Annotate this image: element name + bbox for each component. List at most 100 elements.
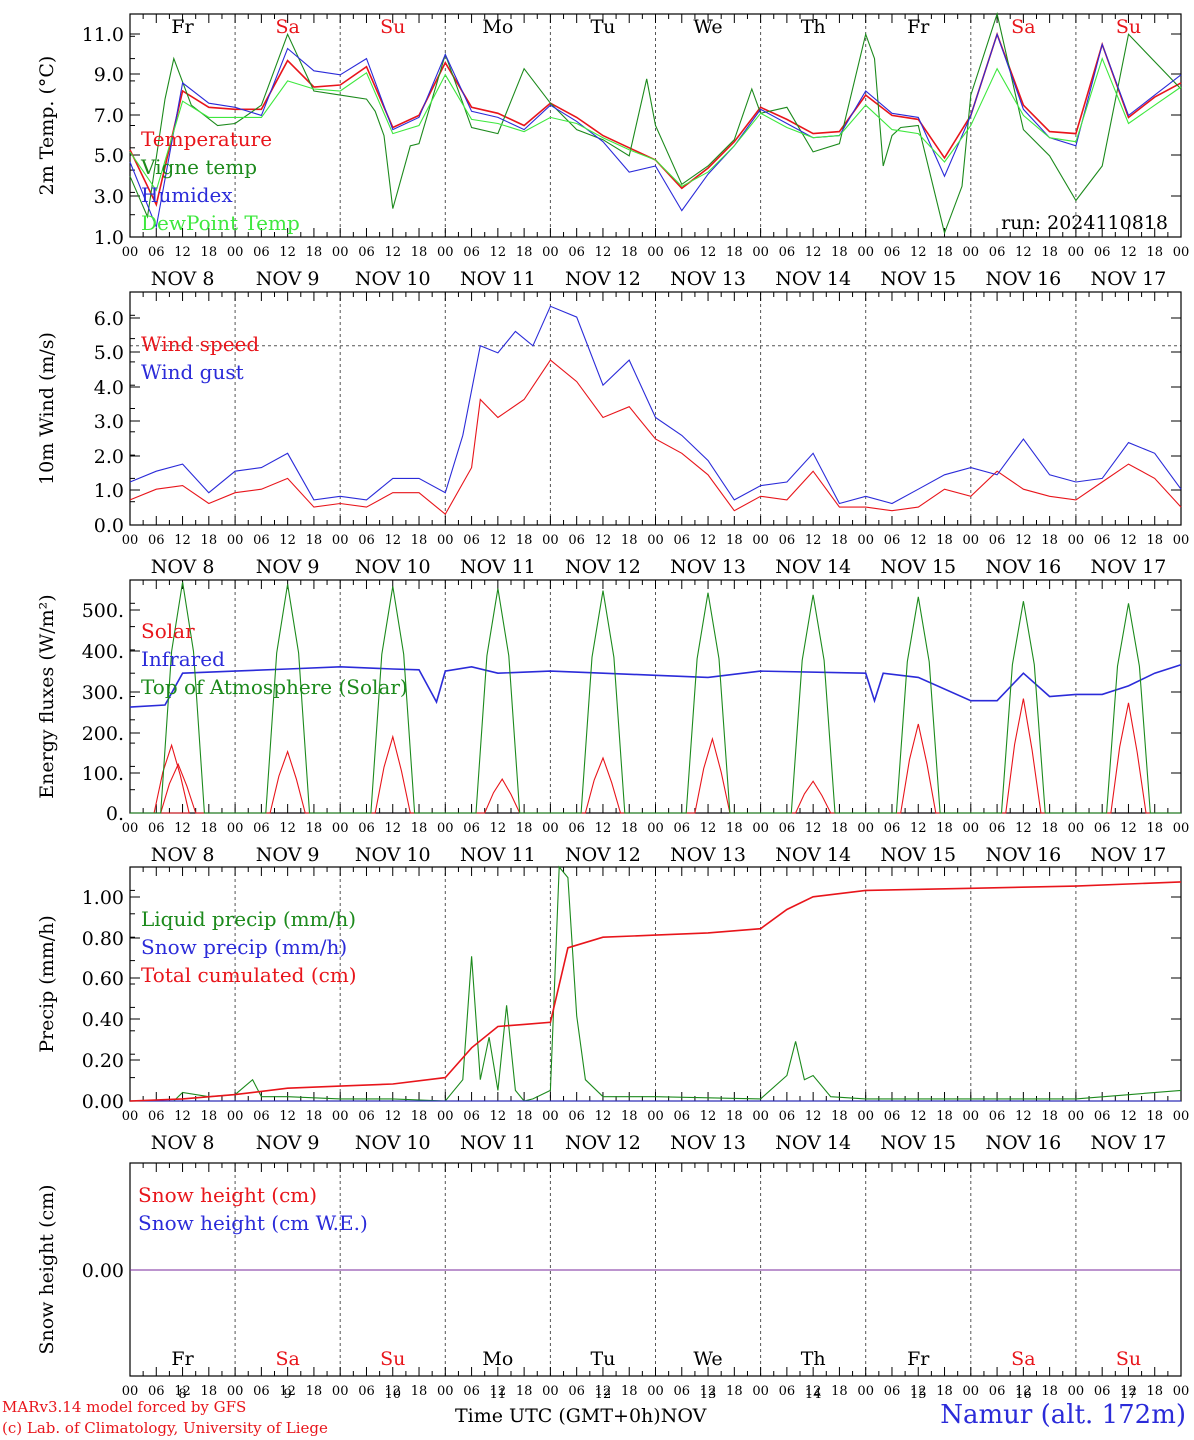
hour-tick-label: 00 bbox=[963, 245, 980, 260]
hour-tick-label: 12 bbox=[595, 821, 612, 836]
hour-tick-label: 00 bbox=[437, 821, 454, 836]
hour-tick-label: 12 bbox=[174, 245, 191, 260]
hour-tick-label: 18 bbox=[411, 533, 428, 548]
hour-tick-label: 18 bbox=[411, 1109, 428, 1124]
hour-tick-label: 12 bbox=[700, 245, 717, 260]
hour-tick-label: 12 bbox=[279, 1384, 296, 1399]
hour-tick-label: 18 bbox=[306, 533, 323, 548]
hour-tick-label: 12 bbox=[1015, 1384, 1032, 1399]
hour-tick-label: 06 bbox=[358, 821, 375, 836]
weekday-label: Mo bbox=[482, 1348, 513, 1370]
hour-tick-label: 06 bbox=[674, 821, 691, 836]
legend-entry: Total cumulated (cm) bbox=[141, 963, 357, 987]
date-label: NOV 16 bbox=[985, 1132, 1061, 1154]
hour-tick-label: 18 bbox=[726, 1384, 743, 1399]
date-label: NOV 11 bbox=[460, 844, 536, 866]
hour-tick-label: 00 bbox=[647, 1109, 664, 1124]
hour-tick-label: 06 bbox=[884, 1384, 901, 1399]
hour-tick-label: 18 bbox=[201, 1109, 218, 1124]
hour-tick-label: 18 bbox=[621, 245, 638, 260]
day-number: 9 bbox=[284, 1387, 292, 1402]
legend-entry: Wind speed bbox=[141, 332, 259, 356]
hour-tick-label: 00 bbox=[1173, 821, 1190, 836]
day-number: 17 bbox=[1120, 1387, 1137, 1402]
date-label: NOV 14 bbox=[775, 844, 851, 866]
y-tick-label: 0. bbox=[106, 803, 124, 825]
hour-tick-label: 18 bbox=[516, 1384, 533, 1399]
legend-entry: Temperature bbox=[141, 127, 272, 151]
hour-tick-label: 06 bbox=[989, 245, 1006, 260]
hour-tick-label: 00 bbox=[122, 1109, 139, 1124]
lab-credit: (c) Lab. of Climatology, University of L… bbox=[2, 1419, 328, 1437]
hour-tick-label: 06 bbox=[148, 821, 165, 836]
day-number: 15 bbox=[910, 1387, 927, 1402]
y-tick-label: 0.0 bbox=[94, 515, 124, 537]
hour-tick-label: 12 bbox=[1120, 245, 1137, 260]
hour-tick-label: 06 bbox=[253, 533, 270, 548]
y-tick-label: 3.0 bbox=[94, 411, 124, 433]
hour-tick-label: 12 bbox=[384, 1109, 401, 1124]
day-number: 13 bbox=[700, 1387, 717, 1402]
y-tick-label: 200. bbox=[82, 723, 124, 745]
hour-tick-label: 00 bbox=[1068, 533, 1085, 548]
hour-tick-label: 00 bbox=[1173, 1384, 1190, 1399]
y-tick-label: 1.00 bbox=[82, 887, 124, 909]
hour-tick-label: 18 bbox=[1146, 245, 1163, 260]
hour-tick-label: 18 bbox=[306, 821, 323, 836]
hour-tick-label: 00 bbox=[332, 1384, 349, 1399]
hour-tick-label: 12 bbox=[805, 533, 822, 548]
hour-tick-label: 18 bbox=[516, 245, 533, 260]
hour-tick-label: 00 bbox=[752, 1384, 769, 1399]
hour-tick-label: 00 bbox=[1068, 245, 1085, 260]
y-tick-label: 400. bbox=[82, 641, 124, 663]
legend-entry: Vigne temp bbox=[140, 155, 257, 179]
hour-tick-label: 12 bbox=[1015, 533, 1032, 548]
hour-tick-label: 00 bbox=[332, 821, 349, 836]
hour-tick-label: 18 bbox=[516, 1109, 533, 1124]
y-axis-label: 2m Temp. (°C) bbox=[36, 56, 58, 196]
hour-tick-label: 18 bbox=[201, 1384, 218, 1399]
hour-tick-label: 12 bbox=[1120, 821, 1137, 836]
weekday-label: Mo bbox=[482, 16, 513, 38]
hour-tick-label: 06 bbox=[148, 533, 165, 548]
hour-tick-label: 00 bbox=[122, 533, 139, 548]
y-tick-label: 3.0 bbox=[94, 186, 124, 208]
date-label: NOV 13 bbox=[670, 556, 746, 578]
hour-tick-label: 00 bbox=[437, 533, 454, 548]
date-label: NOV 14 bbox=[775, 1132, 851, 1154]
y-tick-label: 4.0 bbox=[94, 377, 124, 399]
y-tick-label: 500. bbox=[82, 600, 124, 622]
y-tick-label: 0.20 bbox=[82, 1050, 124, 1072]
legend-entry: Humidex bbox=[141, 183, 233, 207]
weekday-label: Tu bbox=[590, 16, 615, 38]
weekday-label: Fr bbox=[907, 1348, 930, 1370]
hour-tick-label: 00 bbox=[752, 533, 769, 548]
weekday-label: Sa bbox=[1011, 16, 1035, 38]
hour-tick-label: 00 bbox=[332, 533, 349, 548]
weekday-label: We bbox=[693, 16, 722, 38]
hour-tick-label: 12 bbox=[174, 1109, 191, 1124]
hour-tick-label: 12 bbox=[490, 1384, 507, 1399]
hour-tick-label: 06 bbox=[568, 1384, 585, 1399]
y-axis-label: Energy fluxes (W/m²) bbox=[36, 594, 58, 798]
hour-tick-label: 06 bbox=[1094, 821, 1111, 836]
hour-tick-label: 18 bbox=[621, 1384, 638, 1399]
hour-tick-label: 12 bbox=[279, 1109, 296, 1124]
date-label: NOV 17 bbox=[1091, 556, 1167, 578]
y-axis-label: Snow height (cm) bbox=[36, 1184, 58, 1354]
hour-tick-label: 06 bbox=[253, 1384, 270, 1399]
series-line-4 bbox=[129, 56, 1182, 192]
day-number: 12 bbox=[595, 1387, 612, 1402]
hour-tick-label: 06 bbox=[463, 1384, 480, 1399]
y-tick-label: 300. bbox=[82, 682, 124, 704]
y-tick-label: 0.00 bbox=[82, 1091, 124, 1113]
hour-tick-label: 12 bbox=[490, 245, 507, 260]
hour-tick-label: 06 bbox=[1094, 533, 1111, 548]
hour-tick-label: 00 bbox=[332, 245, 349, 260]
hour-tick-label: 06 bbox=[568, 533, 585, 548]
hour-tick-label: 06 bbox=[358, 245, 375, 260]
date-label: NOV 17 bbox=[1091, 1132, 1167, 1154]
hour-tick-label: 12 bbox=[490, 533, 507, 548]
weekday-label: Fr bbox=[171, 16, 194, 38]
hour-tick-label: 06 bbox=[253, 245, 270, 260]
